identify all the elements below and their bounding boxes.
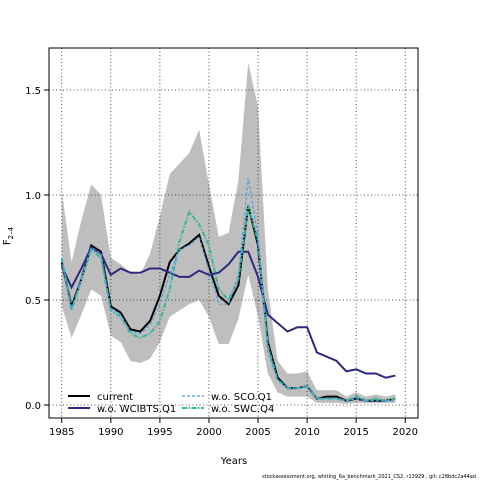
x-tick-label: 1990	[98, 427, 123, 438]
x-tick-label: 2020	[393, 427, 418, 438]
legend-label: w.o. SWC.Q4	[211, 404, 274, 415]
y-label-main: F	[2, 239, 13, 245]
x-tick-label: 2015	[343, 427, 368, 438]
x-axis-label: Years	[220, 456, 247, 467]
y-tick-label: 0.0	[25, 401, 41, 412]
plot-frame	[48, 47, 419, 419]
legend-label: w.o. SCO.Q1	[211, 392, 272, 403]
x-tick-label: 2000	[196, 427, 221, 438]
legend-label: current	[97, 392, 133, 403]
y-label-sub: 2–4	[7, 226, 15, 239]
series-line	[60, 205, 396, 402]
x-tick-label: 2005	[245, 427, 270, 438]
y-tick-label: 1.5	[25, 86, 41, 97]
y-tick-label: 0.5	[25, 296, 41, 307]
footer: stockassessment.org, whiting_6a_benchmar…	[262, 474, 476, 480]
x-tick-label: 2010	[294, 427, 319, 438]
confidence-band	[61, 62, 396, 404]
series-line	[60, 205, 396, 402]
legend-label: w.o. WCIBTS.Q1	[97, 404, 176, 415]
y-axis-label: F2–4	[2, 226, 15, 245]
series-line	[60, 246, 396, 379]
x-tick-label: 1995	[147, 427, 172, 438]
y-tick-label: 1.0	[25, 191, 41, 202]
x-tick-label: 1985	[49, 427, 74, 438]
